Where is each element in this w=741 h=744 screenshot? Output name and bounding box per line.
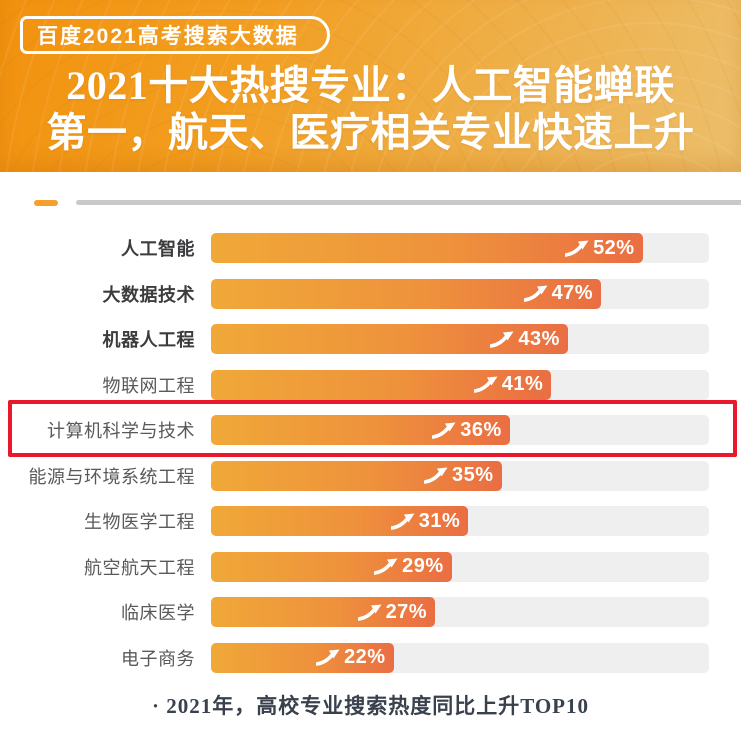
bar-value: 36%: [460, 418, 502, 441]
trend-arrow-icon: [565, 240, 593, 257]
bar-track: 27%: [211, 597, 709, 627]
bar-track: 29%: [211, 551, 709, 582]
trend-arrow-icon: [423, 467, 452, 484]
bar-fill: 35%: [211, 460, 502, 491]
bar-fill: 27%: [211, 597, 436, 627]
bar-track: 41%: [211, 369, 709, 400]
bar-row: 计算机科学与技术 36%: [0, 415, 741, 445]
trend-arrow-icon: [473, 376, 502, 393]
bar-row: 物联网工程 41%: [0, 369, 741, 400]
bar-label: 计算机科学与技术: [47, 421, 195, 441]
bar-label: 人工智能: [121, 239, 195, 259]
page-title-line2: 第一，航天、医疗相关专业快速上升: [46, 110, 695, 155]
bar-fill: 41%: [211, 369, 552, 400]
bar-fill: 36%: [211, 415, 510, 445]
bar-track: 36%: [211, 415, 709, 445]
bar-value: 31%: [418, 509, 461, 532]
section-divider: [34, 199, 741, 206]
bar-value: 47%: [551, 282, 594, 304]
bar-fill: 31%: [211, 506, 469, 536]
bar-label: 生物医学工程: [84, 512, 195, 532]
bar-row: 航空航天工程 29%: [0, 551, 741, 582]
bar-track: 43%: [211, 324, 709, 354]
bar-row: 电子商务 22%: [0, 642, 741, 673]
bar-row: 机器人工程 43%: [0, 324, 741, 354]
bar-row: 能源与环境系统工程 35%: [0, 460, 741, 491]
bar-fill: 52%: [211, 233, 643, 263]
trend-arrow-icon: [390, 513, 419, 530]
bar-fill: 47%: [211, 278, 602, 309]
bar-value: 43%: [518, 327, 560, 350]
bar-label: 电子商务: [121, 648, 195, 669]
bar-label: 机器人工程: [102, 330, 195, 350]
header-wave-pattern: [0, 0, 741, 172]
bar-value: 29%: [402, 555, 444, 577]
bar-label: 能源与环境系统工程: [28, 466, 195, 487]
source-badge: 百度2021高考搜索大数据: [20, 16, 330, 54]
bar-fill: 29%: [211, 551, 452, 582]
header-banner: 百度2021高考搜索大数据 2021十大热搜专业：人工智能蝉联 第一，航天、医疗…: [0, 0, 741, 172]
trend-arrow-icon: [432, 422, 460, 439]
bar-value: 22%: [344, 646, 386, 668]
bar-row: 人工智能 52%: [0, 233, 741, 263]
trend-arrow-icon: [523, 285, 552, 302]
bar-value: 27%: [385, 600, 428, 623]
chart-footnote: · 2021年，高校专业搜索热度同比上升TOP10: [151, 694, 590, 718]
trend-arrow-icon: [490, 331, 518, 348]
bar-label: 航空航天工程: [84, 557, 195, 578]
page-title-line1: 2021十大热搜专业：人工智能蝉联: [66, 63, 675, 108]
bar-label: 物联网工程: [102, 375, 195, 396]
divider-line: [76, 200, 741, 205]
bar-chart: 人工智能 52% 大数据技术 47% 机器人工程 43% 物联网工程 41% 计算机科学与技术 3…: [0, 233, 741, 688]
source-badge-label: 百度2021高考搜索大数据: [37, 25, 299, 48]
bar-value: 35%: [451, 464, 494, 486]
bar-track: 47%: [211, 278, 709, 309]
divider-dash: [34, 199, 58, 206]
bar-label: 临床医学: [121, 603, 195, 623]
bar-value: 41%: [501, 373, 544, 395]
bar-value: 52%: [593, 236, 635, 259]
bar-row: 生物医学工程 31%: [0, 506, 741, 536]
trend-arrow-icon: [374, 558, 402, 575]
bar-label: 大数据技术: [102, 284, 195, 305]
bar-track: 31%: [211, 506, 709, 536]
bar-track: 22%: [211, 642, 709, 673]
bar-track: 52%: [211, 233, 709, 263]
bar-fill: 22%: [211, 642, 394, 673]
page-title: 2021十大热搜专业：人工智能蝉联 第一，航天、医疗相关专业快速上升: [0, 62, 741, 156]
trend-arrow-icon: [316, 649, 344, 666]
trend-arrow-icon: [357, 604, 386, 621]
bar-row: 临床医学 27%: [0, 597, 741, 627]
bar-track: 35%: [211, 460, 709, 491]
bar-row: 大数据技术 47%: [0, 278, 741, 309]
bar-fill: 43%: [211, 324, 568, 354]
